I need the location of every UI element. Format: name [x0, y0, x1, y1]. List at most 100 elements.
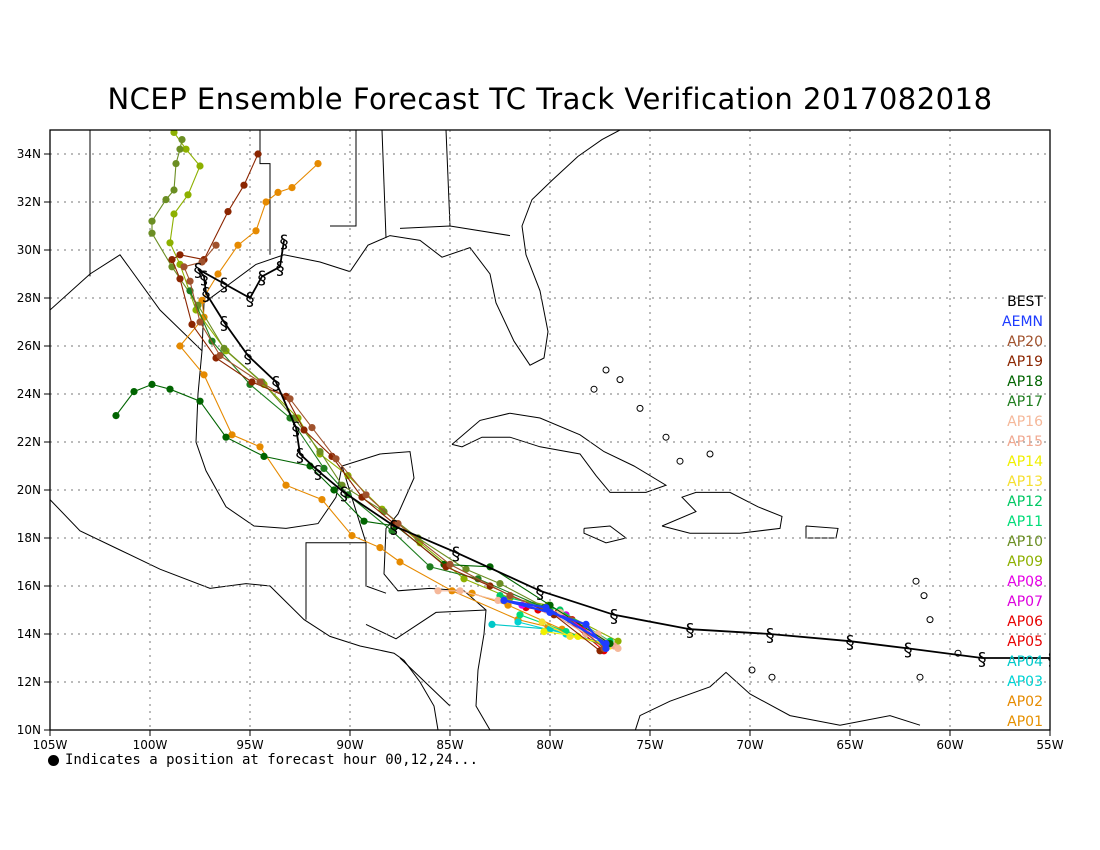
forecast-position-dot — [546, 608, 554, 617]
legend-item-ap15: AP15 — [1007, 434, 1043, 450]
forecast-position-dot — [500, 596, 508, 605]
forecast-position-dot — [446, 560, 454, 569]
storm-position-icon: § — [246, 289, 255, 310]
storm-position-icon: § — [904, 639, 913, 660]
forecast-position-dot — [196, 318, 204, 326]
forecast-position-dot — [214, 270, 222, 278]
legend-item-ap19: AP19 — [1007, 354, 1043, 370]
chart-title: NCEP Ensemble Forecast TC Track Verifica… — [107, 82, 993, 116]
forecast-position-dot — [198, 258, 206, 266]
forecast-position-dot — [170, 130, 178, 136]
lat-tick-label: 26N — [17, 339, 41, 353]
forecast-position-dot — [216, 352, 224, 360]
legend: BEST AEMN AP20 AP19 AP18 AP17 AP16 AP15 AP14 AP13… — [955, 292, 1043, 732]
forecast-position-dot — [228, 431, 236, 439]
legend-item-ap05: AP05 — [1007, 634, 1043, 650]
legend-item-ap03: AP03 — [1007, 674, 1043, 690]
legend-item-ap20: AP20 — [1007, 334, 1043, 350]
forecast-position-dot — [496, 580, 504, 588]
track-ap09 — [166, 130, 622, 645]
forecast-position-dot — [274, 188, 282, 196]
forecast-position-dot — [396, 558, 404, 566]
forecast-position-dot — [252, 227, 260, 235]
forecast-position-dot — [614, 644, 622, 653]
forecast-position-dot — [394, 520, 402, 528]
legend-item-ap06: AP06 — [1007, 614, 1043, 630]
forecast-position-dot — [494, 596, 502, 605]
lat-tick-label: 28N — [17, 291, 41, 305]
track-best: §§§§§§§§§§§§§§§§§§§§§§§§ §§ — [194, 231, 1097, 670]
legend-item-best: BEST — [1007, 294, 1043, 310]
forecast-position-dot — [538, 618, 546, 626]
forecast-position-dot — [614, 637, 622, 645]
legend-item-ap14: AP14 — [1007, 454, 1043, 470]
lon-tick-label: 85W — [436, 738, 463, 752]
forecast-position-dot — [176, 145, 184, 153]
forecast-tracks: §§§§§§§§§§§§§§§§§§§§§§§§ §§ — [112, 130, 1097, 670]
lat-tick-label: 16N — [17, 579, 41, 593]
forecast-position-dot — [456, 587, 464, 595]
forecast-position-dot — [148, 229, 156, 237]
forecast-position-dot — [540, 628, 548, 636]
storm-position-icon: § — [276, 258, 285, 279]
storm-position-icon: § — [292, 419, 301, 440]
storm-position-icon: § — [200, 267, 209, 288]
lat-tick-label: 22N — [17, 435, 41, 449]
forecast-position-dot — [148, 217, 156, 225]
storm-position-icon: § — [686, 620, 695, 641]
legend-item-ap16: AP16 — [1007, 414, 1043, 430]
forecast-position-dot — [308, 424, 316, 432]
forecast-position-dot — [330, 486, 338, 494]
forecast-position-dot — [542, 604, 550, 612]
lon-tick-label: 60W — [936, 738, 963, 752]
forecast-position-dot — [602, 640, 610, 648]
legend-item-ap11: AP11 — [1007, 514, 1043, 530]
forecast-position-dot — [434, 587, 442, 595]
forecast-position-dot — [506, 592, 514, 600]
forecast-position-dot — [256, 378, 264, 386]
track-aemn — [500, 596, 610, 653]
forecast-position-dot — [198, 296, 206, 304]
storm-position-icon: § — [258, 267, 267, 288]
forecast-position-dot — [260, 452, 268, 460]
forecast-position-dot — [222, 433, 230, 441]
coastlines — [50, 130, 962, 730]
lon-tick-label: 80W — [536, 738, 563, 752]
forecast-position-dot — [288, 184, 296, 192]
forecast-position-dot — [212, 241, 220, 249]
legend-item-ap08: AP08 — [1007, 574, 1043, 590]
forecast-position-dot — [516, 611, 524, 619]
legend-item-aemn: AEMN — [1002, 314, 1043, 330]
forecast-position-dot — [184, 191, 192, 199]
forecast-position-dot — [176, 251, 184, 259]
storm-position-icon: § — [766, 625, 775, 646]
forecast-position-dot — [362, 491, 370, 499]
lat-tick-label: 12N — [17, 675, 41, 689]
legend-item-ap04: AP04 — [1007, 654, 1043, 670]
forecast-position-dot — [314, 160, 322, 168]
forecast-position-dot — [162, 196, 170, 204]
forecast-position-dot — [130, 388, 138, 396]
forecast-position-dot — [166, 239, 174, 247]
lat-tick-label: 14N — [17, 627, 41, 641]
forecast-position-dot — [286, 395, 294, 403]
storm-position-icon: § — [202, 284, 211, 305]
storm-position-icon: § — [1088, 647, 1097, 668]
lat-tick-label: 18N — [17, 531, 41, 545]
storm-position-icon: § — [220, 275, 229, 296]
lat-tick-label: 34N — [17, 147, 41, 161]
forecast-position-dot — [172, 160, 180, 168]
forecast-position-dot — [376, 544, 384, 552]
storm-position-icon: § — [1048, 649, 1057, 670]
storm-position-icon: § — [220, 313, 229, 334]
forecast-position-dot — [180, 263, 188, 271]
storm-position-icon: § — [280, 231, 289, 252]
track-ap10 — [148, 136, 610, 648]
forecast-position-dot — [332, 455, 340, 463]
legend-item-ap01: AP01 — [1007, 714, 1043, 730]
lat-tick-label: 30N — [17, 243, 41, 257]
storm-position-icon: § — [846, 632, 855, 653]
forecast-position-dot — [224, 208, 232, 216]
storm-position-icon: § — [536, 582, 545, 603]
